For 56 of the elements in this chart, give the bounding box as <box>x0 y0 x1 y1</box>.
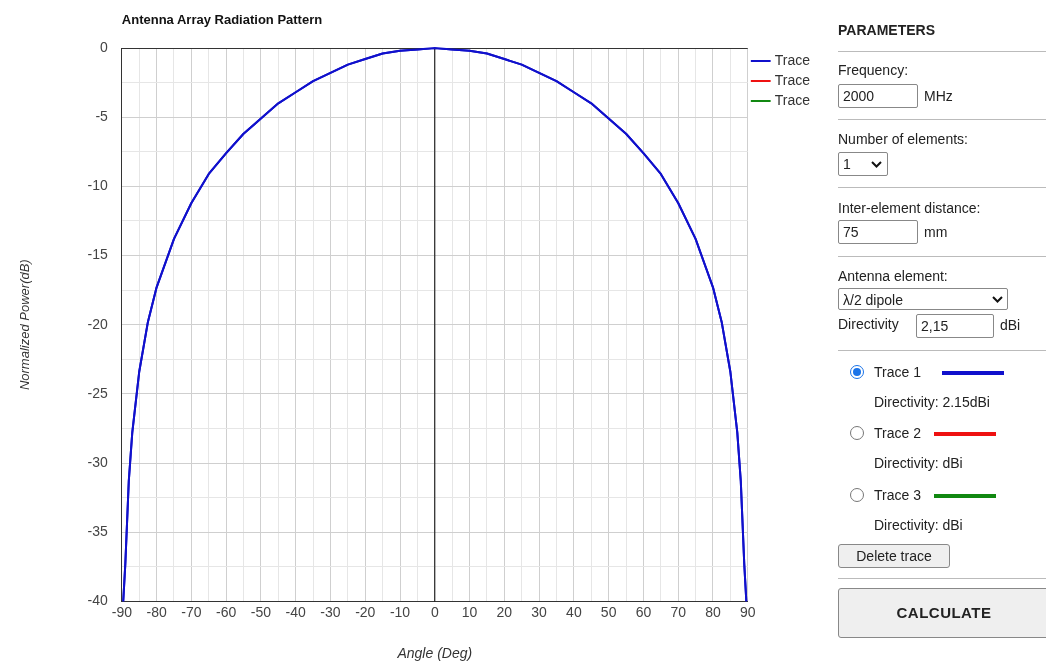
x-tick-label: 0 <box>430 603 439 620</box>
y-tick-label: 0 <box>100 38 109 55</box>
y-tick-label: -20 <box>87 315 109 332</box>
text: mm <box>924 224 948 240</box>
text: 2000 <box>838 84 918 108</box>
text: 1 <box>838 152 888 176</box>
x-axis-title: Angle (Deg) <box>396 645 473 662</box>
x-tick-label: -10 <box>389 603 411 620</box>
x-tick-label: 80 <box>705 603 721 620</box>
y-axis-title: Normalized Power(dB) <box>17 259 33 391</box>
x-tick-label: -70 <box>181 603 202 620</box>
x-tick-label: 40 <box>566 603 582 620</box>
text: Frequency: <box>838 62 909 78</box>
y-tick-label: -10 <box>87 177 109 194</box>
y-tick-label: -35 <box>87 523 109 540</box>
text: Number of elements: <box>838 131 968 147</box>
text: Directivity: dBi <box>874 455 963 471</box>
text: CALCULATE <box>838 588 1046 638</box>
text: dBi <box>1000 317 1021 333</box>
text: Directivity: dBi <box>874 517 963 533</box>
text: Trace 1 <box>874 364 921 380</box>
text: Trace 2 <box>874 425 921 441</box>
text: PARAMETERS <box>838 22 935 38</box>
text: MHz <box>924 88 953 104</box>
x-tick-label: -90 <box>111 603 133 620</box>
x-tick-label: 20 <box>496 603 513 620</box>
text: Directivity <box>838 316 899 332</box>
legend-label: Trace <box>774 51 811 68</box>
y-tick-label: -15 <box>87 246 109 263</box>
y-tick-label: -5 <box>95 108 109 125</box>
x-tick-label: 70 <box>670 603 687 620</box>
x-tick-label: 50 <box>600 603 617 620</box>
text: Trace 3 <box>874 487 921 503</box>
x-tick-label: -20 <box>355 603 376 620</box>
x-tick-label: -60 <box>216 603 237 620</box>
text: Antenna element: <box>838 268 948 284</box>
x-tick-label: 10 <box>461 603 478 620</box>
legend-label: Trace <box>774 91 811 108</box>
text: 2,15 <box>916 314 994 338</box>
chart-title: Antenna Array Radiation Pattern <box>121 12 323 27</box>
x-tick-label: 90 <box>739 603 756 620</box>
x-tick-label: -50 <box>250 603 272 620</box>
text: Directivity: 2.15dBi <box>874 394 990 410</box>
x-tick-label: -40 <box>285 603 307 620</box>
text: λ/2 dipole <box>838 288 1008 310</box>
legend-label: Trace <box>774 71 811 88</box>
x-tick-label: -80 <box>146 603 167 620</box>
y-tick-label: -30 <box>87 453 109 470</box>
x-tick-label: -30 <box>320 603 341 620</box>
y-tick-label: -40 <box>87 592 109 609</box>
text: Delete trace <box>838 544 950 568</box>
text: 75 <box>838 220 918 244</box>
y-tick-label: -25 <box>87 384 109 401</box>
text: Inter-element distance: <box>838 200 981 216</box>
x-tick-label: 30 <box>531 603 548 620</box>
x-tick-label: 60 <box>635 603 652 620</box>
